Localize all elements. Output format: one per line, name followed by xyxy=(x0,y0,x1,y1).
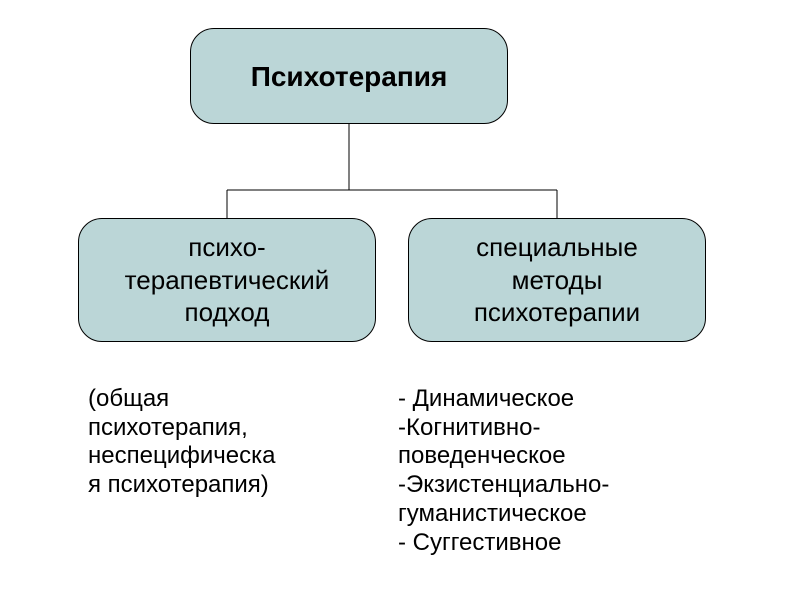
left-description-text: (общая психотерапия, неспецифическа я пс… xyxy=(88,385,275,498)
root-node: Психотерапия xyxy=(190,28,508,124)
left-child-label: психо- терапевтический подход xyxy=(125,231,330,329)
right-child-node: специальные методы психотерапии xyxy=(408,218,706,342)
left-description: (общая психотерапия, неспецифическа я пс… xyxy=(88,356,275,500)
right-description-text: - Динамическое -Когнитивно- поведенческо… xyxy=(398,385,609,556)
root-node-label: Психотерапия xyxy=(251,59,448,94)
right-child-label: специальные методы психотерапии xyxy=(474,231,640,329)
left-child-node: психо- терапевтический подход xyxy=(78,218,376,342)
right-description: - Динамическое -Когнитивно- поведенческо… xyxy=(398,356,609,558)
